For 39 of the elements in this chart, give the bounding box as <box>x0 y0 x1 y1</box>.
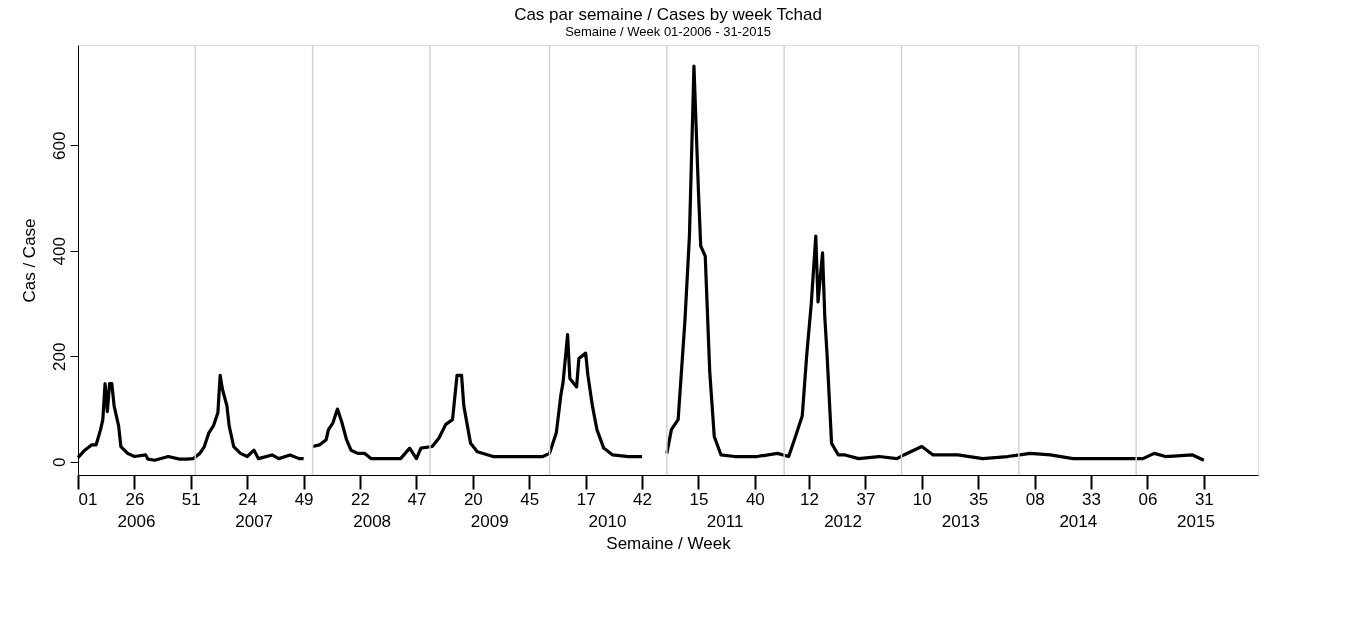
x-tick-label: 17 <box>576 489 596 509</box>
x-axis-title: Semaine / Week <box>606 533 732 553</box>
x-tick-label: 01 <box>78 489 98 509</box>
x-tick-label: 31 <box>1194 489 1214 509</box>
x2-tick-label: 2006 <box>117 511 156 531</box>
x-tick-label: 45 <box>520 489 540 509</box>
x2-tick-label: 2007 <box>235 511 274 531</box>
x2-tick-label: 2013 <box>941 511 980 531</box>
y-tick-label: 600 <box>49 131 69 160</box>
chart-subtitle: Semaine / Week 01-2006 - 31-2015 <box>565 24 771 40</box>
x-tick-label: 26 <box>125 489 145 509</box>
x-tick-label: 42 <box>633 489 653 509</box>
x-tick-label: 08 <box>1025 489 1045 509</box>
x-tick-label: 22 <box>351 489 370 509</box>
y-tick-label: 200 <box>49 342 69 371</box>
x2-tick-label: 2011 <box>706 511 744 531</box>
x-tick-label: 12 <box>800 489 819 509</box>
y-tick-label: 0 <box>49 457 69 468</box>
x-tick-label: 47 <box>407 489 427 509</box>
x-tick-label: 15 <box>689 489 709 509</box>
x-tick-label: 37 <box>856 489 876 509</box>
x-tick-label: 10 <box>912 489 932 509</box>
x-tick-label: 40 <box>745 489 765 509</box>
x2-tick-label: 2010 <box>588 511 627 531</box>
chart-title: Cas par semaine / Cases by week Tchad <box>514 5 822 25</box>
x2-tick-label: 2015 <box>1177 511 1215 531</box>
x-tick-label: 35 <box>969 489 989 509</box>
x-tick-label: 20 <box>463 489 483 509</box>
y-tick-label: 400 <box>49 237 69 266</box>
x-tick-label: 51 <box>181 489 201 509</box>
x2-tick-label: 2008 <box>353 511 392 531</box>
x2-tick-label: 2014 <box>1059 511 1098 531</box>
x2-tick-label: 2012 <box>824 511 862 531</box>
x-tick-label: 49 <box>294 489 314 509</box>
y-axis-title: Cas / Case <box>19 218 39 303</box>
x2-tick-label: 2009 <box>470 511 509 531</box>
x-tick-label: 24 <box>238 489 258 509</box>
x-tick-label: 33 <box>1082 489 1101 509</box>
x-tick-label: 06 <box>1138 489 1158 509</box>
